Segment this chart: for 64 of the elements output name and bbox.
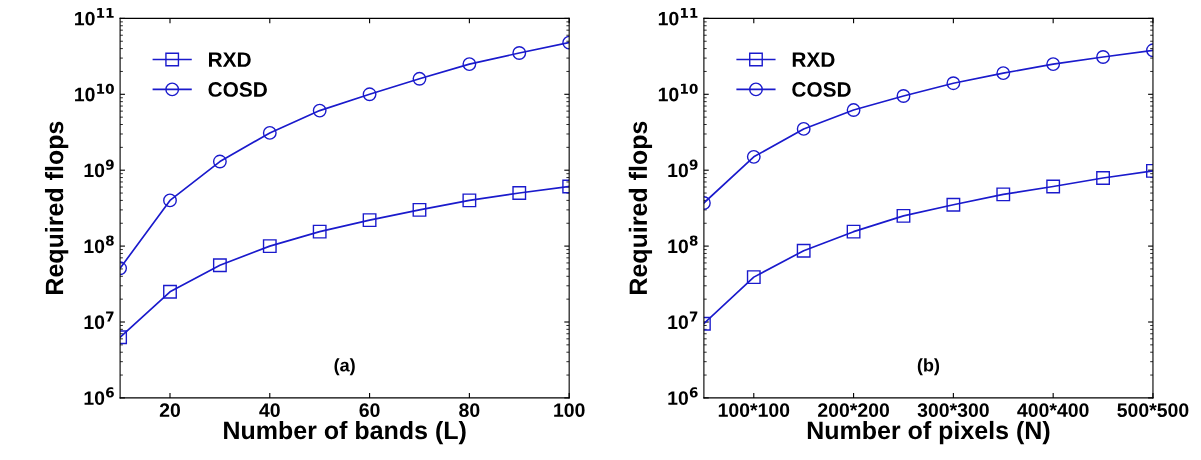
y-tick-label: 10$^{10}$ <box>75 83 114 102</box>
point <box>946 197 961 212</box>
x-tick-label: 60 <box>359 403 380 418</box>
point <box>896 208 911 223</box>
point <box>462 193 477 208</box>
point <box>262 239 277 254</box>
legend-label: RXD <box>792 52 835 67</box>
x-tick-label: 20 <box>159 403 181 418</box>
point <box>412 202 427 217</box>
x-axis-title: Number of bands (L) <box>224 420 466 445</box>
y-tick-label: 10$^{7}$ <box>668 311 698 330</box>
x-tick-label: 40 <box>259 403 280 418</box>
point <box>163 284 177 299</box>
point <box>312 103 327 118</box>
x-tick-label: 500*500 <box>1117 403 1189 418</box>
y-tick-label: 10$^{9}$ <box>668 159 698 178</box>
y-tick-label: 10$^{6}$ <box>84 387 114 405</box>
point <box>462 57 477 72</box>
point <box>163 193 177 208</box>
point <box>512 46 527 60</box>
point <box>312 224 327 239</box>
y-axis-title: Required flops <box>44 121 69 294</box>
point <box>1046 179 1061 194</box>
x-tick-label: 300*300 <box>917 403 989 418</box>
x-tick-label: 80 <box>459 403 480 418</box>
x-tick-label: 100 <box>554 403 585 418</box>
y-tick-label: 10$^{8}$ <box>84 235 114 254</box>
y-tick-label: 10$^{7}$ <box>84 311 114 330</box>
y-tick-label: 10$^{11}$ <box>75 7 114 26</box>
point <box>362 87 377 102</box>
annotation: (a) <box>334 358 355 376</box>
point <box>212 154 227 169</box>
legend-label: RXD <box>208 52 251 67</box>
y-tick-label: 10$^{6}$ <box>668 387 698 405</box>
point <box>746 270 761 285</box>
point <box>996 187 1011 202</box>
point <box>262 125 277 140</box>
y-axis-title: Required flops <box>628 121 653 294</box>
annotation: (b) <box>917 358 940 376</box>
point <box>412 71 427 86</box>
point <box>796 243 811 258</box>
point <box>996 66 1011 81</box>
point <box>746 149 761 164</box>
point <box>796 121 811 136</box>
point <box>212 258 227 273</box>
point <box>1096 50 1111 64</box>
legend-label: COSD <box>208 82 267 97</box>
x-tick-label: 400*400 <box>1017 403 1089 418</box>
x-tick-label: 100*100 <box>718 403 790 418</box>
x-axis-title: Number of pixels (N) <box>807 420 1050 445</box>
y-tick-label: 10$^{9}$ <box>84 159 114 178</box>
point <box>846 103 861 118</box>
y-tick-label: 10$^{11}$ <box>658 7 698 26</box>
x-tick-label: 200*200 <box>818 403 890 418</box>
y-tick-label: 10$^{8}$ <box>668 235 698 254</box>
point <box>896 89 911 103</box>
point <box>362 213 377 228</box>
point <box>1046 57 1061 72</box>
point <box>846 224 861 239</box>
legend-label: COSD <box>792 82 851 97</box>
point <box>1096 171 1111 185</box>
y-tick-label: 10$^{10}$ <box>658 83 698 102</box>
point <box>512 186 527 200</box>
point <box>946 76 961 91</box>
